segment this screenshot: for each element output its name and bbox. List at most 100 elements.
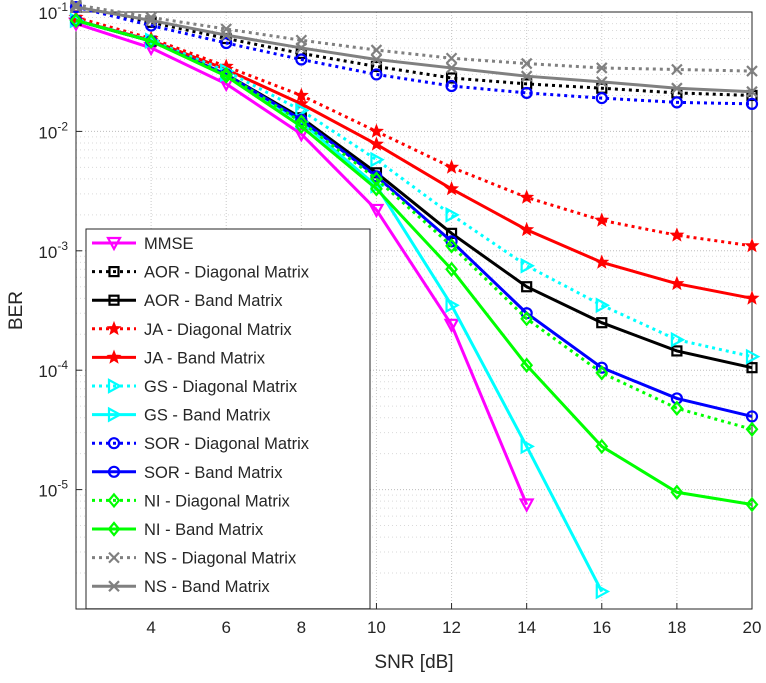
legend-label: NS - Band Matrix [144,578,270,596]
series-line [75,18,753,431]
legend-item: NI - Band Matrix [92,521,264,539]
series-line [75,18,753,359]
x-tick-label: 18 [667,618,686,637]
legend-marker [106,349,122,364]
legend-label: JA - Band Matrix [144,349,266,367]
y-tick-label: 10-4 [38,358,68,381]
series-group [68,0,761,600]
legend-item: NS - Diagonal Matrix [92,550,297,568]
data-point [370,68,383,81]
series-line [75,18,753,507]
x-tick-label: 4 [146,618,155,637]
data-point [596,317,608,329]
legend-label: JA - Diagonal Matrix [144,321,292,339]
x-axis-label: SNR [dB] [374,652,453,673]
data-point [295,42,308,54]
data-point [519,221,535,237]
data-point [520,257,535,274]
data-point [671,345,683,357]
legend-marker [108,266,120,278]
data-point [445,238,458,254]
series-line [75,16,753,248]
legend-label: NI - Diagonal Matrix [144,492,291,510]
data-point [746,362,758,374]
x-tick-label: 20 [743,618,762,637]
data-point [443,318,460,334]
legend-item: GS - Band Matrix [92,407,271,425]
legend-item: NI - Diagonal Matrix [92,492,291,510]
data-point [444,159,460,174]
legend-marker [107,521,121,537]
data-point [519,189,535,204]
data-point [670,484,684,500]
data-point [219,66,233,83]
plot-frame [75,11,753,610]
data-point [746,65,758,77]
data-point [220,29,232,41]
data-point [671,82,683,94]
legend-item: GS - Diagonal Matrix [92,378,298,396]
y-tick-label: 10-1 [38,0,68,23]
data-point [745,348,761,365]
legend-label: SOR - Band Matrix [144,464,283,482]
legend-item: JA - Diagonal Matrix [92,321,292,339]
data-point [520,438,535,455]
legend-marker [107,465,121,478]
data-point [518,498,535,513]
data-point [445,62,458,74]
data-point [368,123,384,138]
data-point [368,136,384,151]
legend: MMSE AOR - Diagonal Matrix AOR - Band Matr… [85,228,371,610]
x-tick-label: 6 [221,618,230,637]
legend-marker [107,406,123,423]
series-3 [68,9,760,253]
legend-box [85,228,371,610]
data-point [520,70,533,82]
data-point [745,421,759,438]
axis-ticks: 4 6 8 10 12 14 16 18 20 10-1 10-2 10-3 10-4 10-5 [38,0,761,637]
data-point [370,44,383,56]
data-point [370,53,383,66]
legend-marker [108,551,120,564]
data-point [294,118,308,135]
data-point [445,72,458,84]
data-point [370,181,383,197]
data-point [671,63,683,76]
data-point [670,400,684,416]
x-tick-label: 8 [297,618,306,637]
legend-item: AOR - Diagonal Matrix [92,264,310,282]
series-12 [70,1,758,98]
data-point [445,52,458,65]
data-point [745,97,759,110]
legend-label: MMSE [144,235,194,253]
legend-label: SOR - Diagonal Matrix [144,435,310,453]
data-point [295,53,308,66]
series-11 [70,0,758,77]
legend-item: MMSE [92,235,194,253]
data-point [521,281,533,293]
data-point [370,171,383,187]
data-point [445,297,460,314]
data-point [596,76,608,88]
legend-marker [106,320,122,336]
data-point [370,151,385,168]
y-tick-label: 10-3 [38,239,68,262]
data-point [594,212,610,227]
data-point [69,12,83,29]
legend-label: NS - Diagonal Matrix [144,550,297,568]
data-point [370,60,383,73]
legend-item: NS - Band Matrix [92,578,270,596]
data-point [595,438,609,455]
data-point [219,68,233,84]
series-line [75,3,753,73]
data-point [445,79,458,93]
data-point [520,86,533,100]
data-point [444,181,460,196]
data-point [595,92,608,105]
data-point [445,235,458,248]
y-axis-label: BER [6,291,27,330]
data-point [144,33,158,49]
legend-label: NI - Band Matrix [144,521,264,539]
legend-marker [107,492,121,509]
